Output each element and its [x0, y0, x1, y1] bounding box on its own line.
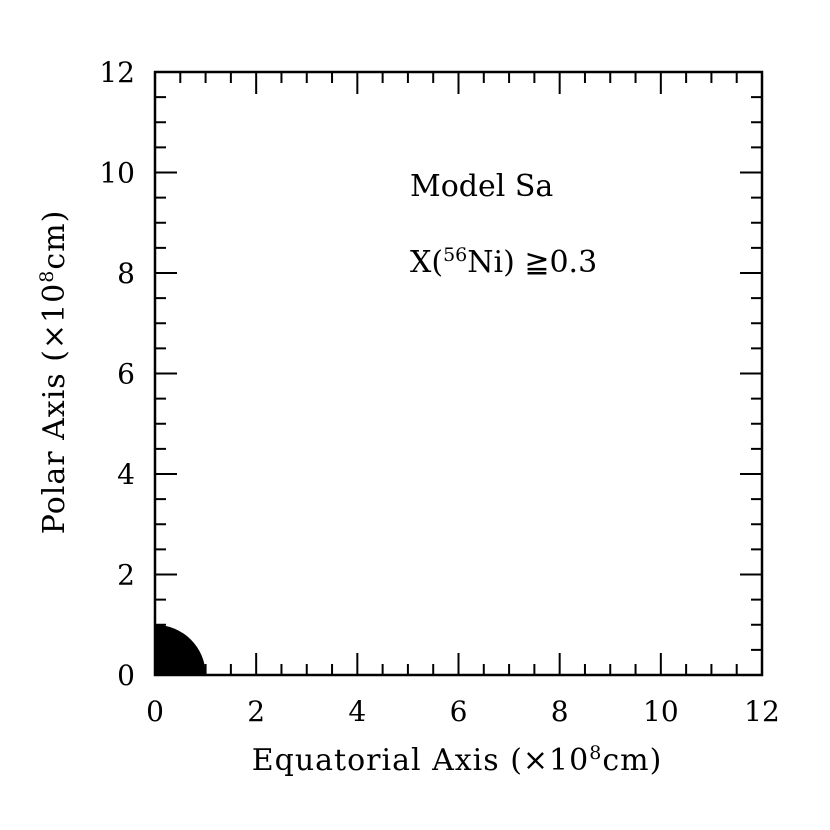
y-tick-label: 0 [117, 659, 135, 692]
y-axis-label-pre: Polar Axis (×10 [37, 283, 72, 535]
y-tick-label: 10 [99, 157, 135, 190]
y-tick-label: 8 [117, 257, 135, 290]
condition-post: Ni) ≧0.3 [467, 245, 597, 280]
y-tick-label: 12 [99, 56, 135, 89]
nickel-region-quarter-disk [155, 624, 206, 675]
y-axis-label-sup: 8 [36, 270, 58, 283]
condition-pre: X( [410, 245, 443, 280]
y-tick-labels: 0 2 4 6 8 10 12 [99, 56, 135, 692]
x-tick-label: 2 [247, 695, 265, 728]
condition-sup: 56 [443, 244, 467, 266]
ticks-layer [155, 72, 762, 675]
x-tick-label: 12 [744, 695, 780, 728]
x-tick-label: 10 [643, 695, 679, 728]
x-axis-label: Equatorial Axis (×108cm) [252, 742, 663, 778]
plot-frame [153, 70, 764, 677]
y-axis-label-post: cm) [37, 210, 72, 270]
x-axis-label-pre: Equatorial Axis (×10 [252, 743, 590, 778]
y-tick-label: 4 [117, 458, 135, 491]
model-label: Model Sa [410, 169, 553, 204]
x-axis-label-sup: 8 [589, 742, 602, 764]
x-tick-labels: 0 2 4 6 8 10 12 [146, 695, 780, 728]
x-tick-label: 4 [348, 695, 366, 728]
nickel-condition-label: X(56Ni) ≧0.3 [410, 244, 597, 280]
y-axis-label: Polar Axis (×108cm) [36, 210, 72, 535]
y-tick-label: 2 [117, 559, 135, 592]
x-tick-label: 8 [551, 695, 569, 728]
y-tick-label: 6 [117, 358, 135, 391]
nickel-region-layer [155, 624, 206, 675]
x-tick-label: 6 [450, 695, 468, 728]
x-axis-label-post: cm) [602, 743, 662, 778]
x-tick-label: 0 [146, 695, 164, 728]
